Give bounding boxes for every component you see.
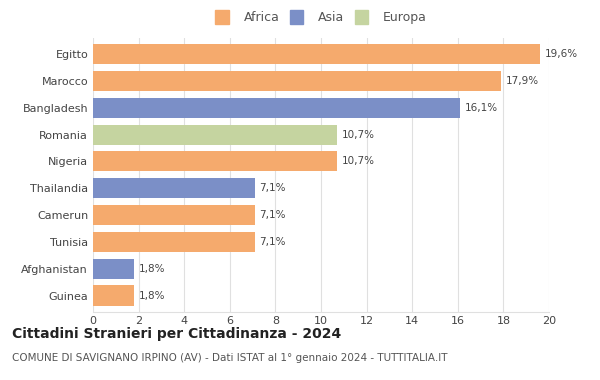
Text: Cittadini Stranieri per Cittadinanza - 2024: Cittadini Stranieri per Cittadinanza - 2…	[12, 327, 341, 341]
Text: 17,9%: 17,9%	[506, 76, 539, 86]
Bar	[93, 232, 255, 252]
Text: 1,8%: 1,8%	[139, 290, 165, 301]
Text: 7,1%: 7,1%	[259, 183, 286, 193]
Text: 16,1%: 16,1%	[464, 103, 498, 113]
Bar	[93, 178, 255, 198]
Text: 7,1%: 7,1%	[259, 210, 286, 220]
Bar	[93, 125, 337, 145]
Bar	[93, 71, 501, 91]
Bar	[93, 44, 540, 64]
Text: 7,1%: 7,1%	[259, 237, 286, 247]
Text: COMUNE DI SAVIGNANO IRPINO (AV) - Dati ISTAT al 1° gennaio 2024 - TUTTITALIA.IT: COMUNE DI SAVIGNANO IRPINO (AV) - Dati I…	[12, 353, 448, 363]
Bar	[93, 98, 460, 118]
Bar	[93, 285, 134, 306]
Text: 10,7%: 10,7%	[341, 157, 374, 166]
Bar	[93, 205, 255, 225]
Text: 1,8%: 1,8%	[139, 264, 165, 274]
Bar	[93, 259, 134, 279]
Legend: Africa, Asia, Europa: Africa, Asia, Europa	[212, 8, 430, 26]
Bar	[93, 151, 337, 171]
Text: 19,6%: 19,6%	[544, 49, 578, 59]
Text: 10,7%: 10,7%	[341, 130, 374, 139]
